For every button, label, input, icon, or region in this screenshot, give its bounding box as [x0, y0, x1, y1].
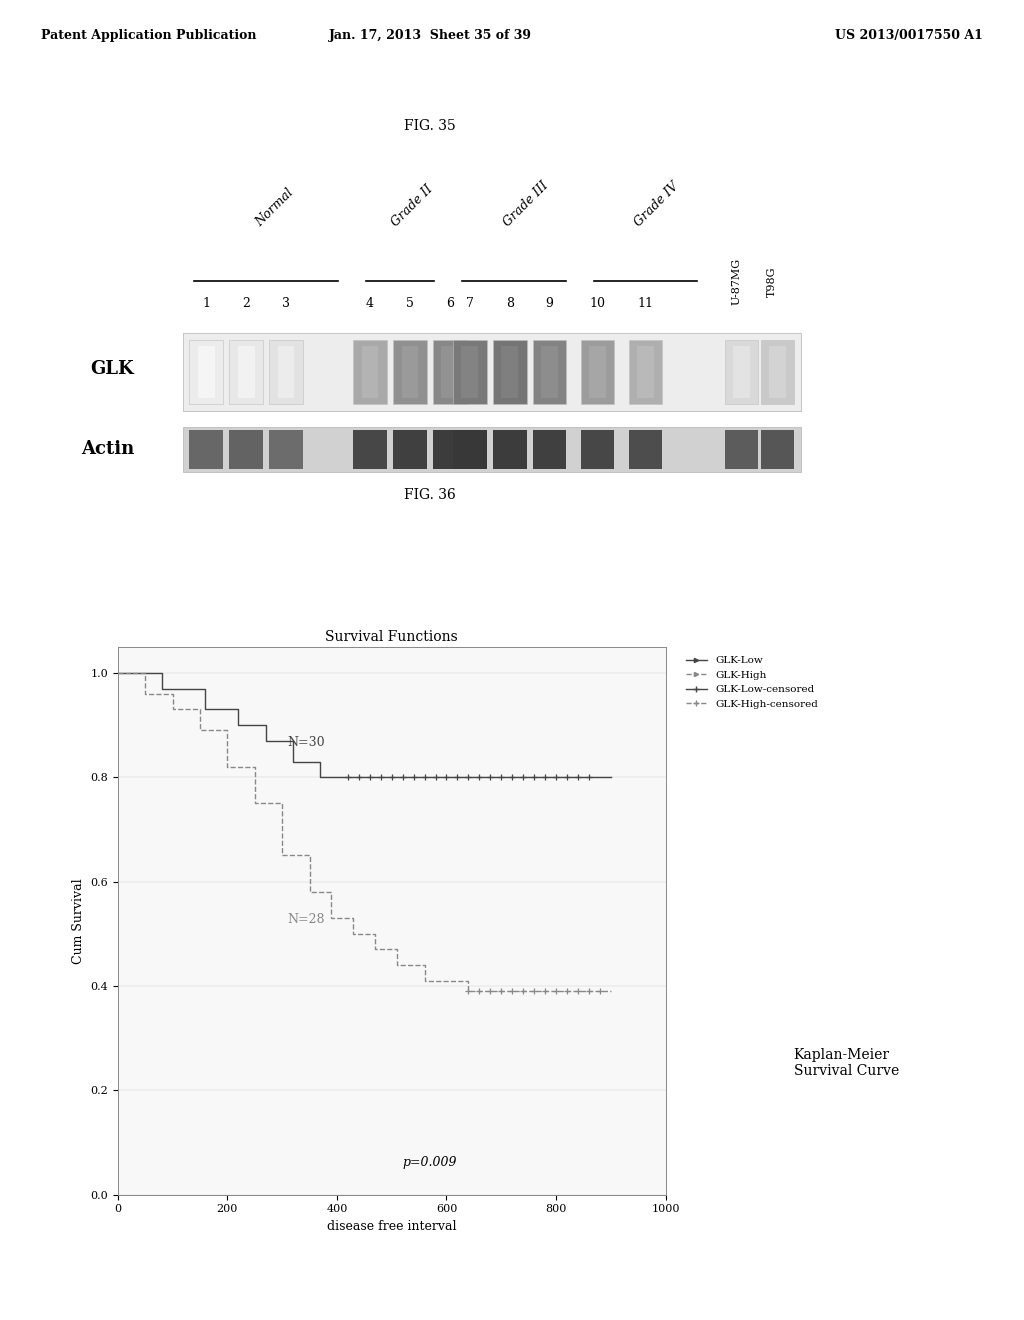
Bar — [189, 430, 223, 469]
Bar — [182, 426, 801, 473]
Text: 5: 5 — [406, 297, 414, 310]
Bar — [269, 430, 303, 469]
Text: 7: 7 — [466, 297, 474, 310]
Text: FIG. 35: FIG. 35 — [404, 119, 456, 133]
Text: 4: 4 — [366, 297, 374, 310]
Bar — [637, 346, 654, 397]
Text: Grade II: Grade II — [389, 183, 435, 230]
Text: p=0.009: p=0.009 — [402, 1156, 458, 1170]
Bar — [629, 339, 663, 404]
Bar — [493, 339, 526, 404]
Bar — [453, 339, 486, 404]
Text: US 2013/0017550 A1: US 2013/0017550 A1 — [836, 29, 983, 42]
Bar — [493, 430, 526, 469]
Bar — [502, 346, 518, 397]
Bar — [278, 346, 295, 397]
Bar — [353, 339, 387, 404]
Bar — [393, 430, 427, 469]
Text: 2: 2 — [243, 297, 250, 310]
Bar — [725, 339, 758, 404]
Text: 8: 8 — [506, 297, 514, 310]
Bar — [462, 346, 478, 397]
Bar — [401, 346, 418, 397]
Text: Grade III: Grade III — [501, 180, 551, 230]
Text: Kaplan-Meier
Survival Curve: Kaplan-Meier Survival Curve — [794, 1048, 899, 1077]
Bar — [433, 339, 467, 404]
Text: 10: 10 — [590, 297, 605, 310]
Bar — [725, 430, 758, 469]
Bar — [229, 339, 263, 404]
Text: N=30: N=30 — [288, 737, 326, 748]
Text: 9: 9 — [546, 297, 554, 310]
Bar — [453, 430, 486, 469]
Bar — [581, 339, 614, 404]
Bar — [589, 346, 606, 397]
Bar — [433, 430, 467, 469]
Bar — [532, 339, 566, 404]
Text: Jan. 17, 2013  Sheet 35 of 39: Jan. 17, 2013 Sheet 35 of 39 — [329, 29, 531, 42]
Text: Actin: Actin — [81, 441, 134, 458]
Bar — [581, 430, 614, 469]
Text: FIG. 36: FIG. 36 — [404, 488, 456, 503]
Bar — [441, 346, 458, 397]
Text: 11: 11 — [638, 297, 653, 310]
Bar — [733, 346, 750, 397]
Bar — [769, 346, 785, 397]
Bar — [361, 346, 378, 397]
Bar — [229, 430, 263, 469]
Bar — [353, 430, 387, 469]
Text: T98G: T98G — [767, 267, 777, 297]
X-axis label: disease free interval: disease free interval — [327, 1220, 457, 1233]
Text: Grade IV: Grade IV — [633, 180, 682, 230]
Bar — [761, 339, 794, 404]
Text: 1: 1 — [202, 297, 210, 310]
Title: Survival Functions: Survival Functions — [326, 630, 458, 644]
Bar — [761, 430, 794, 469]
Y-axis label: Cum Survival: Cum Survival — [72, 878, 85, 964]
Bar — [189, 339, 223, 404]
Text: GLK: GLK — [91, 359, 134, 378]
Text: Patent Application Publication: Patent Application Publication — [41, 29, 256, 42]
Bar — [198, 346, 215, 397]
Bar — [629, 430, 663, 469]
Text: 6: 6 — [445, 297, 454, 310]
Text: 3: 3 — [282, 297, 290, 310]
Text: Normal: Normal — [253, 186, 296, 230]
Legend: GLK-Low, GLK-High, GLK-Low-censored, GLK-High-censored: GLK-Low, GLK-High, GLK-Low-censored, GLK… — [682, 652, 822, 713]
Bar — [269, 339, 303, 404]
Text: U-87MG: U-87MG — [731, 257, 741, 305]
Bar — [238, 346, 255, 397]
Bar — [532, 430, 566, 469]
Bar — [393, 339, 427, 404]
Bar — [542, 346, 558, 397]
Bar — [182, 333, 801, 411]
Text: N=28: N=28 — [288, 913, 325, 927]
